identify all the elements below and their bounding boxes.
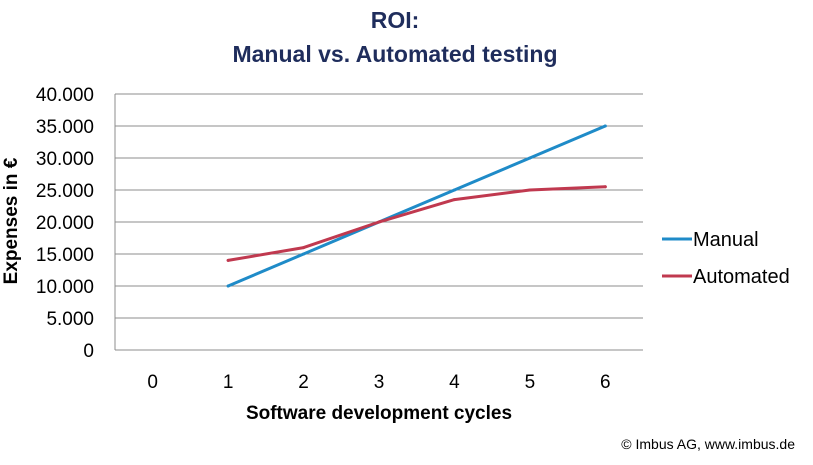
- legend: Manual Automated: [662, 229, 790, 288]
- data-point-manual: [452, 188, 456, 192]
- data-point-manual: [302, 252, 306, 256]
- y-tick-label: 15.000: [36, 245, 94, 266]
- y-tick-label: 40.000: [36, 85, 94, 106]
- data-series: [226, 124, 607, 288]
- x-tick-label: 5: [525, 372, 536, 393]
- copyright-text: © Imbus AG, www.imbus.de: [621, 436, 795, 452]
- x-tick-label: 2: [298, 372, 309, 393]
- legend-label-automated: Automated: [693, 266, 790, 288]
- data-point-manual: [528, 156, 532, 160]
- x-tick-label: 3: [374, 372, 385, 393]
- y-tick-label: 0: [83, 341, 94, 362]
- y-tick-label: 20.000: [36, 213, 94, 234]
- series-line-manual: [226, 124, 607, 288]
- data-point-automated: [528, 188, 532, 192]
- y-axis-ticks: 0 5.000 10.000 15.000 20.000 25.000 30.000 35.0…: [36, 85, 94, 362]
- data-point-automated: [226, 258, 230, 262]
- y-axis-title: Expenses in €: [1, 157, 22, 284]
- data-point-automated: [452, 198, 456, 202]
- chart-title-line-2: Manual vs. Automated testing: [232, 41, 557, 67]
- x-tick-label: 0: [147, 372, 158, 393]
- y-tick-label: 35.000: [36, 117, 94, 138]
- y-tick-label: 30.000: [36, 149, 94, 170]
- chart-title-line-1: ROI:: [371, 7, 420, 33]
- legend-label-manual: Manual: [693, 229, 759, 251]
- x-tick-label: 4: [449, 372, 460, 393]
- x-tick-label: 1: [223, 372, 234, 393]
- y-tick-label: 25.000: [36, 181, 94, 202]
- x-axis-title: Software development cycles: [246, 403, 512, 424]
- x-tick-label: 6: [600, 372, 611, 393]
- x-axis-ticks: 0 1 2 3 4 5 6: [147, 372, 610, 393]
- data-point-manual: [226, 284, 230, 288]
- y-tick-label: 10.000: [36, 277, 94, 298]
- series-line-automated: [226, 185, 607, 262]
- data-point-automated: [302, 246, 306, 250]
- y-tick-label: 5.000: [46, 309, 94, 330]
- data-point-manual: [603, 124, 607, 128]
- data-point-automated: [603, 185, 607, 189]
- data-point-automated: [377, 220, 381, 224]
